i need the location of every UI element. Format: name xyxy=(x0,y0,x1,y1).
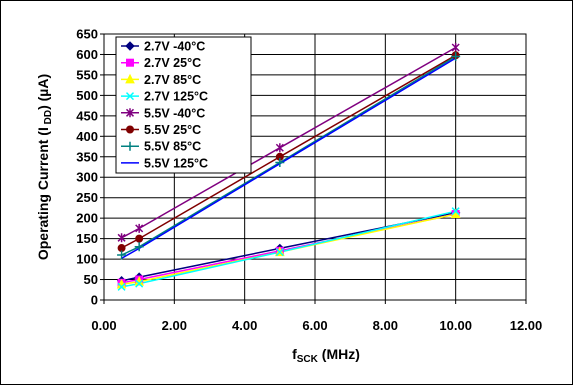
y-tick-label: 300 xyxy=(76,170,98,185)
x-tick-label: 10.00 xyxy=(439,318,472,333)
y-tick-label: 450 xyxy=(76,108,98,123)
legend-marker xyxy=(125,141,135,151)
data-point-series-4 xyxy=(275,248,284,257)
series-lines xyxy=(121,46,457,288)
y-tick-label: 200 xyxy=(76,211,98,226)
legend-marker xyxy=(125,108,135,118)
y-tick-label: 500 xyxy=(76,88,98,103)
legend-label: 5.5V 25°C xyxy=(144,123,201,137)
y-tick-label: 250 xyxy=(76,190,98,205)
series-line-5 xyxy=(121,46,457,239)
data-point-series-5 xyxy=(275,143,284,153)
legend: 2.7V -40°C 2.7V 25°C 2.7V 85°C 2.7V 125°C 5.… xyxy=(115,36,252,174)
data-point-series-6 xyxy=(135,234,144,243)
legend-item: 5.5V -40°C xyxy=(121,106,205,120)
data-point-series-5 xyxy=(117,233,126,243)
legend-label: 2.7V -40°C xyxy=(144,40,205,54)
legend-item: 5.5V 25°C xyxy=(121,123,201,137)
x-tick-label: 12.00 xyxy=(510,318,543,333)
legend-label: 2.7V 85°C xyxy=(144,73,201,87)
series-line-6 xyxy=(121,54,457,249)
x-tick-label: 8.00 xyxy=(373,318,398,333)
series-markers xyxy=(116,43,461,291)
y-tick-label: 50 xyxy=(84,272,98,287)
legend-marker xyxy=(126,58,134,67)
series-line-7 xyxy=(121,55,457,256)
data-point-series-4 xyxy=(117,282,126,291)
legend-item: 2.7V 125°C xyxy=(121,90,208,104)
data-point-series-7 xyxy=(275,157,285,167)
data-point-series-5 xyxy=(135,223,144,233)
data-point-series-4 xyxy=(135,279,144,288)
y-tick-label: 650 xyxy=(76,27,98,42)
data-point-series-5 xyxy=(451,43,460,53)
legend-label: 2.7V 125°C xyxy=(144,90,208,104)
data-point-series-4 xyxy=(451,207,460,216)
legend-label: 5.5V 85°C xyxy=(144,140,201,154)
y-tick-label: 100 xyxy=(76,252,98,267)
series-line-1 xyxy=(121,212,456,282)
legend-marker xyxy=(125,73,135,84)
legend-label: 5.5V -40°C xyxy=(144,106,205,120)
series-line-4 xyxy=(121,210,456,288)
x-tick-label: 4.00 xyxy=(232,318,257,333)
y-tick-label: 150 xyxy=(76,231,98,246)
legend-marker xyxy=(125,92,135,101)
y-axis-label: Operating Current (I DD) (µA) xyxy=(35,74,54,260)
y-tick-label: 350 xyxy=(76,149,98,164)
legend-label: 2.7V 25°C xyxy=(144,56,201,70)
y-tick-label: 400 xyxy=(76,129,98,144)
legend-item: 5.5V 125°C xyxy=(121,156,208,170)
series-line-3 xyxy=(121,213,456,286)
x-axis-label: fSCK (MHz) xyxy=(292,346,360,365)
legend-label: 5.5V 125°C xyxy=(144,156,208,170)
legend-item: 5.5V 85°C xyxy=(121,140,201,154)
legend-marker xyxy=(125,41,135,51)
y-axis-ticks: 0 50 100 150 200 250 300 350 400 450 500 550 600 650 xyxy=(76,27,104,308)
legend-item: 2.7V 25°C xyxy=(121,56,201,70)
y-tick-label: 550 xyxy=(76,67,98,82)
x-tick-label: 6.00 xyxy=(302,318,327,333)
legend-marker xyxy=(126,125,134,134)
x-axis-ticks: 0.00 2.00 4.00 6.00 8.00 10.00 12.00 xyxy=(91,300,542,333)
series-line-8 xyxy=(121,57,457,259)
data-point-series-6 xyxy=(117,244,126,253)
data-point-series-7 xyxy=(451,52,461,62)
data-point-series-7 xyxy=(134,242,144,252)
x-tick-label: 2.00 xyxy=(162,318,187,333)
x-tick-label: 0.00 xyxy=(91,318,116,333)
data-point-series-7 xyxy=(117,250,127,260)
y-tick-label: 0 xyxy=(91,293,98,308)
legend-item: 2.7V 85°C xyxy=(121,73,201,87)
legend-item: 2.7V -40°C xyxy=(121,40,205,54)
y-tick-label: 600 xyxy=(76,47,98,62)
